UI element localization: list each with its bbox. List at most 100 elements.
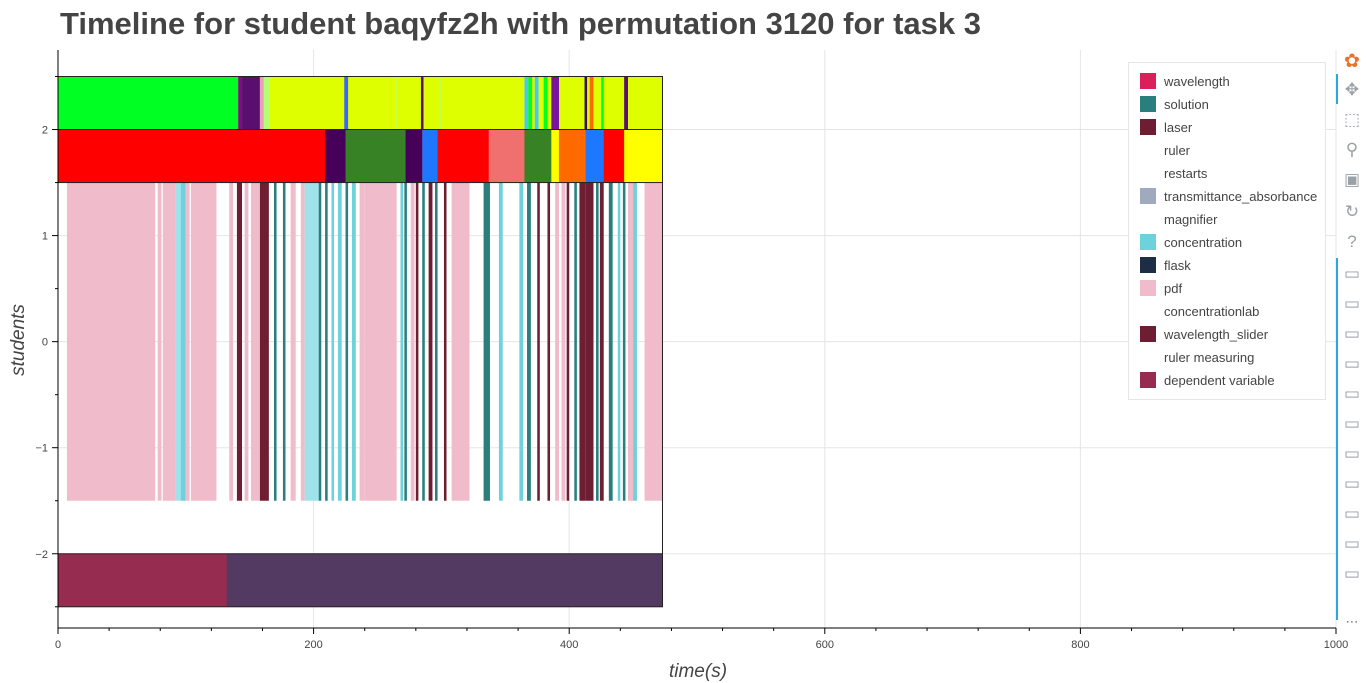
legend-item[interactable]: solution <box>1140 94 1209 114</box>
legend-item[interactable]: magnifier <box>1140 209 1217 229</box>
timeline-segment[interactable] <box>422 182 425 501</box>
timeline-segment[interactable] <box>443 182 447 501</box>
timeline-segment[interactable] <box>584 76 588 130</box>
legend-item[interactable]: concentrationlab <box>1140 301 1259 321</box>
legend-item[interactable]: restarts <box>1140 163 1207 183</box>
timeline-segment[interactable] <box>244 182 249 501</box>
timeline-segment[interactable] <box>599 182 604 501</box>
legend-item[interactable]: ruler <box>1140 140 1190 160</box>
legend-item[interactable]: flask <box>1140 255 1191 275</box>
timeline-segment[interactable] <box>242 76 260 130</box>
timeline-segment[interactable] <box>451 182 470 501</box>
timeline-segment[interactable] <box>551 129 559 183</box>
help-icon[interactable]: ? <box>1347 231 1357 251</box>
hover-icon[interactable]: ▭ <box>1343 443 1361 463</box>
timeline-segment[interactable] <box>190 182 217 501</box>
timeline-segment[interactable] <box>585 129 604 183</box>
timeline-segment[interactable] <box>589 76 594 130</box>
timeline-segment[interactable] <box>566 182 570 501</box>
timeline-segment[interactable] <box>58 76 239 130</box>
timeline-segment[interactable] <box>66 182 156 501</box>
timeline-segment[interactable] <box>337 182 342 501</box>
timeline-segment[interactable] <box>579 182 586 501</box>
timeline-segment[interactable] <box>229 182 234 501</box>
timeline-segment[interactable] <box>543 76 548 130</box>
timeline-segment[interactable] <box>282 182 286 501</box>
timeline-segment[interactable] <box>627 182 634 501</box>
hover-icon[interactable]: ▭ <box>1343 383 1361 403</box>
reset-icon[interactable]: ↻ <box>1344 201 1360 221</box>
timeline-segment[interactable] <box>400 182 404 501</box>
timeline-segment[interactable] <box>263 76 269 130</box>
timeline-segment[interactable] <box>304 182 319 501</box>
timeline-segment[interactable] <box>622 182 626 501</box>
timeline-segment[interactable] <box>345 182 349 501</box>
hover-icon[interactable]: ▭ <box>1343 533 1361 553</box>
timeline-segment[interactable] <box>58 553 227 607</box>
legend-item[interactable]: pdf <box>1140 278 1182 298</box>
timeline-segment[interactable] <box>405 129 423 183</box>
timeline-segment[interactable] <box>483 182 490 501</box>
timeline-segment[interactable] <box>528 76 533 130</box>
timeline-segment[interactable] <box>157 182 162 501</box>
timeline-segment[interactable] <box>259 182 269 501</box>
save-icon[interactable]: ▣ <box>1343 169 1361 189</box>
timeline-segment[interactable] <box>551 76 559 130</box>
timeline-segment[interactable] <box>180 182 186 501</box>
timeline-segment[interactable] <box>534 76 539 130</box>
timeline-segment[interactable] <box>290 182 296 501</box>
timeline-segment[interactable] <box>498 182 503 501</box>
timeline-segment[interactable] <box>259 76 264 130</box>
bokeh-logo-icon[interactable]: ✿ <box>1344 50 1360 72</box>
timeline-segment[interactable] <box>404 182 407 501</box>
more-icon[interactable]: ⋯ <box>1345 613 1359 629</box>
timeline-segment[interactable] <box>422 129 438 183</box>
timeline-segment[interactable] <box>325 129 346 183</box>
timeline-segment[interactable] <box>561 182 566 501</box>
timeline-segment[interactable] <box>519 182 524 501</box>
hover-icon[interactable]: ▭ <box>1343 323 1361 343</box>
timeline-segment[interactable] <box>527 182 531 501</box>
timeline-segment[interactable] <box>585 182 594 501</box>
timeline-segment[interactable] <box>175 182 181 501</box>
hover-icon[interactable]: ▭ <box>1343 563 1361 583</box>
timeline-segment[interactable] <box>238 76 243 130</box>
timeline-segment[interactable] <box>537 182 540 501</box>
timeline-segment[interactable] <box>344 76 349 130</box>
timeline-segment[interactable] <box>325 182 328 501</box>
timeline-segment[interactable] <box>185 182 190 501</box>
timeline-segment[interactable] <box>250 182 260 501</box>
timeline-segment[interactable] <box>331 182 335 501</box>
legend-item[interactable]: concentration <box>1140 232 1242 252</box>
hover-icon[interactable]: ▭ <box>1343 503 1361 523</box>
hover-icon[interactable]: ▭ <box>1343 473 1361 493</box>
timeline-segment[interactable] <box>318 182 322 501</box>
timeline-bars[interactable] <box>57 76 663 608</box>
hover-icon[interactable]: ▭ <box>1343 293 1361 313</box>
legend-item[interactable]: wavelength_slider <box>1140 324 1268 344</box>
timeline-segment[interactable] <box>555 182 559 501</box>
timeline-segment[interactable] <box>438 76 442 130</box>
timeline-segment[interactable] <box>236 182 243 501</box>
timeline-segment[interactable] <box>428 182 433 501</box>
timeline-segment[interactable] <box>617 182 621 501</box>
timeline-segment[interactable] <box>601 76 604 130</box>
pan-icon[interactable]: ✥ <box>1344 79 1360 99</box>
timeline-segment[interactable] <box>596 182 599 501</box>
hover-icon[interactable]: ▭ <box>1343 263 1361 283</box>
timeline-segment[interactable] <box>345 129 406 183</box>
timeline-segment[interactable] <box>524 129 552 183</box>
timeline-segment[interactable] <box>351 182 356 501</box>
timeline-segment[interactable] <box>633 182 637 501</box>
timeline-segment[interactable] <box>644 182 663 501</box>
legend-item[interactable]: laser <box>1140 117 1192 137</box>
hover-icon[interactable]: ▭ <box>1343 413 1361 433</box>
timeline-segment[interactable] <box>608 182 613 501</box>
timeline-segment[interactable] <box>162 182 176 501</box>
legend-item[interactable]: wavelength <box>1140 71 1230 91</box>
legend-item[interactable]: transmittance_absorbance <box>1140 186 1317 206</box>
timeline-segment[interactable] <box>488 129 525 183</box>
timeline-segment[interactable] <box>395 76 398 130</box>
timeline-segment[interactable] <box>547 182 551 501</box>
